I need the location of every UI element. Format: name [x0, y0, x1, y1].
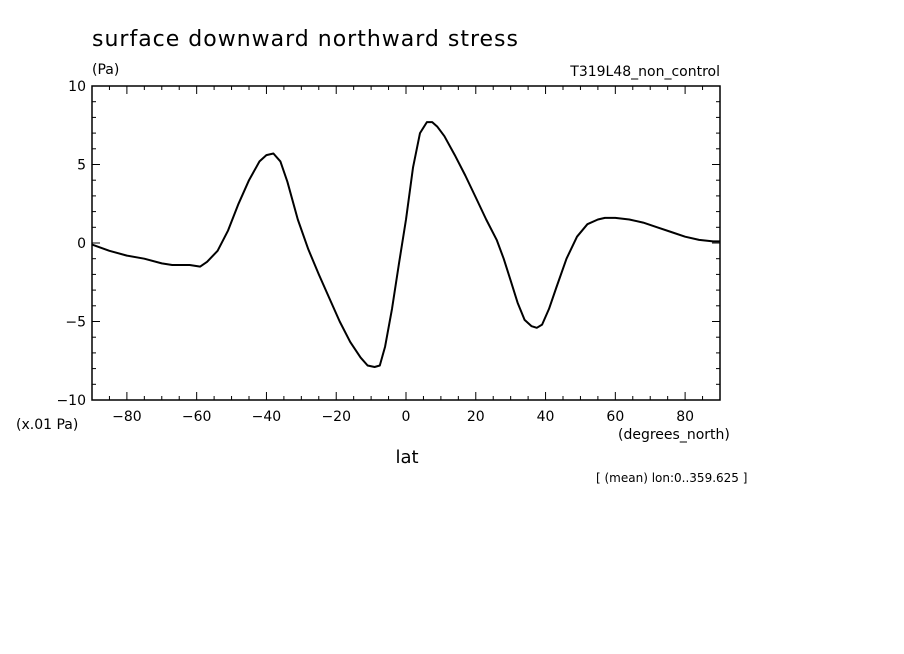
x-tick-label: 20	[467, 409, 485, 425]
x-tick-label: −20	[321, 409, 351, 425]
y-tick-label: −10	[56, 393, 86, 409]
x-tick-label: −40	[252, 409, 282, 425]
y-tick-label: 0	[77, 236, 86, 252]
series-line-0	[91, 121, 720, 368]
x-tick-label: 60	[606, 409, 624, 425]
x-tick-label: 80	[676, 409, 694, 425]
x-tick-label: 40	[537, 409, 555, 425]
footnote: [ (mean) lon:0..359.625 ]	[596, 471, 747, 485]
x-tick-label: −80	[112, 409, 142, 425]
chart-title: surface downward northward stress	[92, 27, 519, 52]
x-axis-label: lat	[395, 447, 418, 468]
experiment-label: T319L48_non_control	[569, 64, 720, 80]
x-tick-label: 0	[402, 409, 411, 425]
plot-area: −80 −60 −40 −20 0 20 40 60 80 10 5 0 −5 −10	[56, 79, 721, 425]
units-label: (Pa)	[92, 62, 119, 78]
y-tick-label: 10	[68, 79, 86, 95]
x-units-label: (degrees_north)	[618, 427, 730, 443]
y-tick-label: 5	[77, 158, 86, 174]
plot-frame	[91, 85, 721, 401]
x-tick-label: −60	[182, 409, 212, 425]
y-tick-label: −5	[65, 315, 86, 331]
scale-note: (x.01 Pa)	[16, 417, 78, 433]
